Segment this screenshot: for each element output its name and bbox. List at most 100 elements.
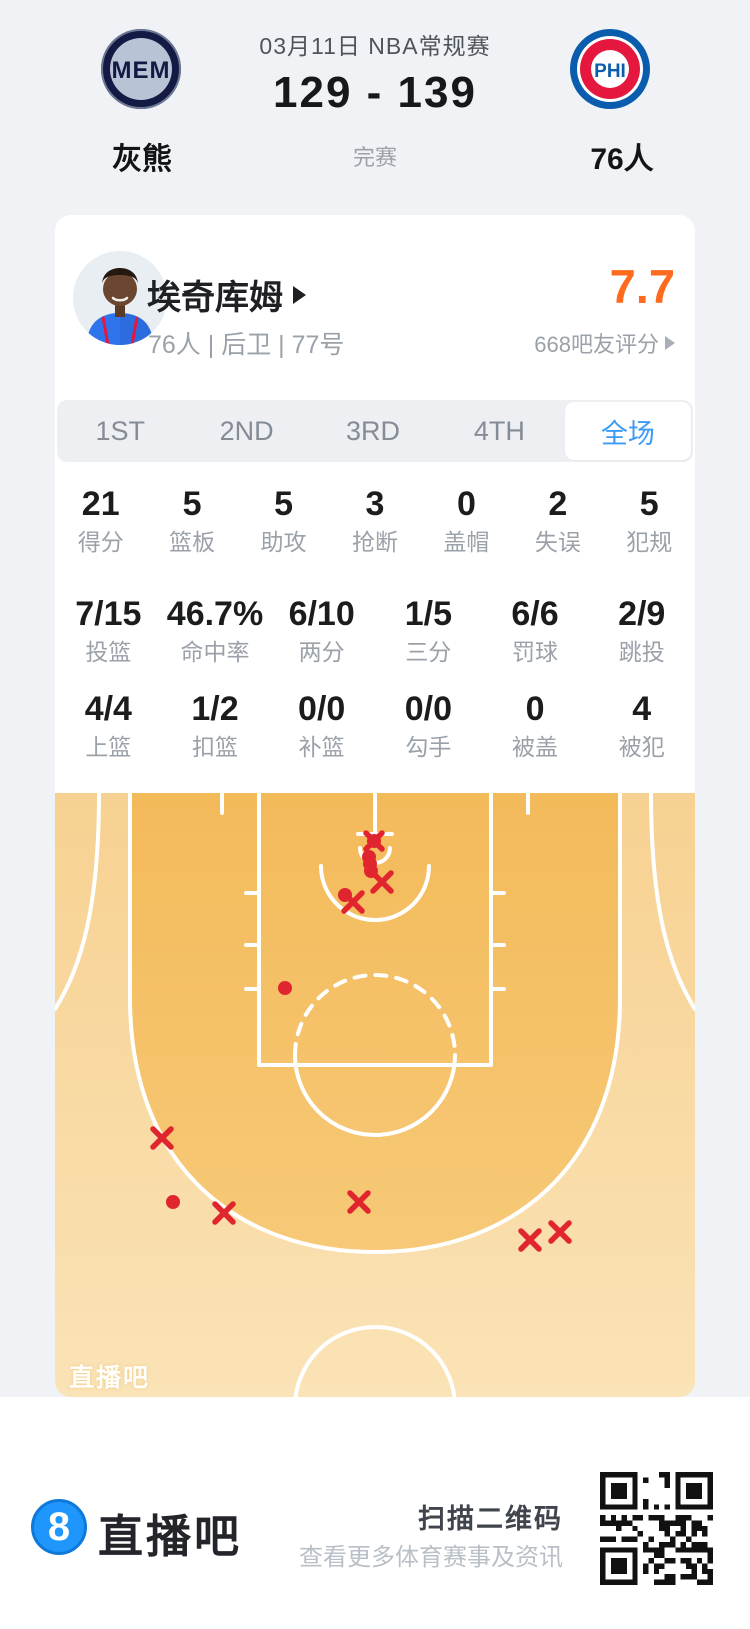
stat-篮板: 5 篮板 [146, 487, 237, 554]
made-shot-marker [367, 834, 381, 848]
stat-label: 得分 [77, 529, 124, 555]
home-team-name: 灰熊 [112, 143, 172, 176]
stat-label: 命中率 [180, 639, 250, 665]
stat-label: 犯规 [626, 529, 673, 555]
stats-row-basic: 21 得分 5 篮板 5 助攻 3 抢断 0 盖帽 2 失误 5 犯规 [55, 487, 695, 554]
missed-shot-marker [341, 890, 365, 914]
stats-row-shot-types: 4/4 上篮 1/2 扣篮 0/0 补篮 0/0 勾手 0 被盖 4 被犯 [55, 692, 695, 759]
player-meta: 76人 | 后卫 | 77号 [148, 331, 345, 359]
missed-shot-marker [212, 1201, 236, 1225]
lane-lines [257, 793, 493, 1067]
mem-logo-icon: MEM [101, 29, 181, 109]
stat-value: 4/4 [84, 690, 132, 728]
made-shot-marker [166, 1195, 180, 1209]
rating-votes-row[interactable]: 668吧友评分 [375, 327, 675, 359]
lane-hash-marks [244, 891, 506, 991]
player-photo [73, 251, 167, 345]
logo-eight-glyph: 8 [47, 1504, 71, 1549]
rating-votes-label: 668吧友评分 [534, 332, 659, 357]
baseline-hash-marks [220, 793, 530, 815]
three-point-line [128, 793, 622, 1255]
stat-label: 盖帽 [443, 529, 490, 555]
missed-shot-marker [518, 1228, 542, 1252]
stat-跳投: 2/9 跳投 [588, 597, 695, 664]
stat-勾手: 0/0 勾手 [375, 692, 482, 759]
court-lines [55, 793, 695, 1397]
stat-得分: 21 得分 [55, 487, 146, 554]
stat-命中率: 46.7% 命中率 [162, 597, 269, 664]
missed-shot-marker [347, 1190, 371, 1214]
stat-盖帽: 0 盖帽 [421, 487, 512, 554]
missed-shot-marker [150, 1126, 174, 1150]
stat-两分: 6/10 两分 [268, 597, 375, 664]
missed-shot-marker [548, 1220, 572, 1244]
made-shot-marker [278, 981, 292, 995]
svg-text:PHI: PHI [594, 61, 626, 82]
missed-shot-marker [370, 870, 394, 894]
stat-label: 篮板 [169, 529, 216, 555]
quarter-tabbar: 1ST 2ND 3RD 4TH 全场 [57, 400, 693, 462]
right-sideline [649, 793, 695, 1011]
stat-助攻: 5 助攻 [238, 487, 329, 554]
court-watermark: 直播吧 [69, 1364, 151, 1392]
game-score: 129 - 139 [273, 68, 477, 117]
stat-label: 跳投 [618, 639, 665, 665]
qr-subtitle: 查看更多体育赛事及资讯 [299, 1544, 563, 1571]
tab-全场[interactable]: 全场 [564, 402, 692, 460]
tab-4th[interactable]: 4TH [473, 415, 525, 446]
stat-value: 6/10 [288, 595, 355, 633]
stat-label: 投篮 [85, 639, 132, 665]
player-stats-card: 埃奇库姆 76人 | 后卫 | 77号 7.7 668吧友评分 1ST 2ND 3R… [55, 215, 695, 1397]
stat-补篮: 0/0 补篮 [268, 692, 375, 759]
home-team-logo[interactable]: MEM [100, 28, 182, 110]
player-name-row[interactable]: 埃奇库姆 [147, 270, 306, 319]
free-throw-circle-bottom [293, 1053, 457, 1137]
stats-row-shooting: 7/15 投篮 46.7% 命中率 6/10 两分 1/5 三分 6/6 罚球 2/9 跳投 [55, 597, 695, 664]
stat-value: 5 [639, 485, 659, 523]
stat-value: 1/5 [404, 595, 452, 633]
stat-label: 勾手 [405, 734, 452, 760]
stat-投篮: 7/15 投篮 [55, 597, 162, 664]
stat-value: 0 [525, 690, 545, 728]
stat-label: 罚球 [512, 639, 559, 665]
tab-1st[interactable]: 1ST [95, 415, 145, 446]
player-avatar[interactable] [73, 251, 167, 345]
stat-label: 抢断 [351, 529, 398, 555]
stat-value: 5 [274, 485, 294, 523]
stat-label: 三分 [405, 639, 452, 665]
rating-arrow-icon [665, 336, 675, 350]
free-throw-circle-top-dashed [293, 973, 457, 1057]
qr-code [600, 1472, 713, 1585]
stat-label: 被盖 [512, 734, 559, 760]
stat-扣篮: 1/2 扣篮 [162, 692, 269, 759]
stat-value: 0/0 [298, 690, 346, 728]
center-circle [293, 1325, 457, 1397]
qr-title: 扫描二维码 [418, 1504, 563, 1534]
tab-3rd[interactable]: 3RD [346, 415, 401, 446]
stat-value: 0 [456, 485, 476, 523]
stat-被犯: 4 被犯 [588, 692, 695, 759]
tab-2nd[interactable]: 2ND [219, 415, 274, 446]
svg-text:MEM: MEM [112, 57, 171, 84]
stat-label: 被犯 [618, 734, 665, 760]
stat-被盖: 0 被盖 [482, 692, 589, 759]
stat-犯规: 5 犯规 [604, 487, 695, 554]
footer-brand: 直播吧 [98, 1511, 243, 1562]
stat-罚球: 6/6 罚球 [482, 597, 589, 664]
stat-label: 助攻 [260, 529, 307, 555]
stat-value: 1/2 [191, 690, 239, 728]
stat-value: 46.7% [166, 595, 264, 633]
stat-value: 7/15 [75, 595, 142, 633]
left-sideline [55, 793, 101, 1011]
player-name: 埃奇库姆 [147, 279, 283, 317]
shot-markers [150, 830, 572, 1252]
stat-label: 扣篮 [192, 734, 238, 760]
stat-value: 4 [632, 690, 652, 728]
stat-value: 5 [182, 485, 202, 523]
stat-上篮: 4/4 上篮 [55, 692, 162, 759]
away-team-logo[interactable]: PHI [569, 28, 651, 110]
shot-chart-court [55, 793, 695, 1397]
stat-label: 两分 [298, 639, 345, 665]
zhibo8-logo-icon: 8 [31, 1499, 87, 1555]
